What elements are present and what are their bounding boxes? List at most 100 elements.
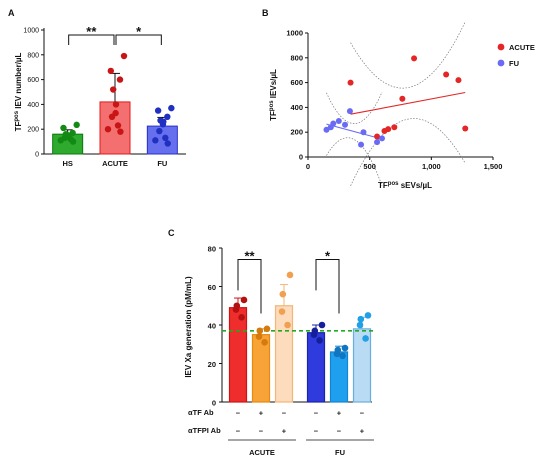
panel-c-treatment-mark: − [314,409,319,418]
panel-b-x-tick-label: 1,000 [422,162,441,171]
panel-b-data-point [342,121,348,128]
panel-b-label: B [262,8,269,18]
panel-c-treatment-mark: − [259,427,264,436]
panel-c-data-point [279,290,287,298]
panel-c-data-point [311,327,319,335]
panel-b-y-tick-label: 800 [290,53,303,62]
panel-c-data-point [256,327,264,335]
panel-a-data-point [62,130,70,138]
panel-c-data-point [334,346,342,354]
panel-c-treatment-label: αTFPI Ab [188,426,221,435]
panel-b-data-point [347,79,354,86]
panel-c-data-point [278,308,286,315]
panel-a-y-tick-label: 0 [35,152,39,159]
panel-c-data-point [261,339,268,346]
panel-a-data-point [112,109,119,117]
panel-a-data-point [154,107,162,114]
panel-c-data-point [286,271,294,279]
panel-c-significance: ** * [237,249,340,314]
panel-c-data-point [364,312,372,319]
panel-c-treatment-mark: − [337,427,342,436]
panel-b-fit-lines [326,91,466,140]
panel-c-treatment-mark: − [360,409,365,418]
panel-c-significance-label: ** [244,249,255,264]
panel-c-y-tick-label: 40 [208,322,216,331]
panel-c-bar [228,307,248,403]
panel-a-data-point [162,134,169,142]
panel-b-data-point [379,135,385,142]
panel-a-x-tick-label: HS [62,159,72,168]
panel-b-data-point [385,126,392,133]
panel-b-data-point [455,77,462,84]
panel-c-data-point [318,321,326,329]
panel-b-data-point [462,125,469,132]
panel-b-data-point [391,124,398,131]
panel-a-data-point [114,122,122,129]
panel-a-significance-bracket [68,34,115,45]
panel-b-confidence-band-upper [326,92,383,124]
panel-b-legend-label: ACUTE [509,43,535,52]
panel-c-treatment-mark: + [282,427,287,436]
panel-c-treatment-mark: − [236,409,241,418]
panel-a-label: A [8,8,15,18]
panel-a-data-point [168,104,175,112]
panel-b-data-point [399,95,406,102]
panel-c-data-point [357,315,365,323]
panel-c-points [232,271,372,360]
panel-b-data-point [346,108,353,115]
panel-a-significance-label: ** [86,24,97,39]
panel-a-y-tick-label: 600 [27,77,39,84]
panel-b-x-tick-label: 0 [306,162,310,171]
panel-a-significance-label: * [136,24,142,39]
panel-c-data-point [341,344,349,352]
panel-b-legend-marker [497,59,505,67]
panel-b-points [323,55,469,148]
panel-c-y-tick-label: 20 [208,360,216,369]
panel-c-data-point [316,337,323,344]
panel-c-data-point [255,333,263,340]
panel-c-treatment-table: αTF Ab − + − − + − αTFPI Ab − − + − − + ACUTE FU [188,408,374,457]
panel-c-significance-bracket [315,259,340,314]
panel-a-data-point [157,117,164,124]
panel-c-y-tick-label: 60 [208,283,216,292]
panel-b-y-tick-label: 200 [290,128,303,137]
panel-c-treatment-mark: + [337,409,342,418]
panel-b-data-point [411,55,418,62]
panel-c-y-tick-label: 80 [208,245,216,254]
panel-c-bar [329,351,349,403]
panel-b-data-point [358,141,365,148]
panel-a-data-point [117,128,124,135]
panel-c-significance-bracket [237,259,262,314]
panel-b-axes: 0 200 400 600 800 1000 0 500 1,000 1,500 [286,29,502,172]
panel-a-y-tick-label: 800 [27,52,39,59]
panel-b-legend: ACUTE FU [497,43,535,68]
panel-a-data-point [107,67,115,75]
panel-a-y-axis-label: TFpos lEV number/µL [14,52,23,131]
panel-b-x-axis-label: TFpos sEVs/µL [378,181,432,190]
panel-c-data-point [263,325,271,333]
panel-c-data-point [284,321,291,329]
panel-b-x-tick-label: 1,500 [484,162,503,171]
panel-b-data-point [330,120,337,127]
panel-a-y-tick-label: 400 [27,102,39,109]
panel-a-data-point [164,140,171,147]
panel-c-bars [228,284,372,403]
panel-a-x-tick-label: FU [157,159,167,168]
panel-b-fit-line [350,91,466,115]
panel-b-confidence-bands [326,21,466,186]
panel-a-significance: ** * [68,24,162,45]
panel-a-data-point [152,137,159,144]
panel-b-data-point [443,71,450,78]
panel-c-treatment-mark: + [360,427,365,436]
panel-c-bar [274,305,294,403]
panel-a-data-point [116,76,124,83]
panel-c-treatment-mark: − [236,427,241,436]
panel-b-y-tick-label: 400 [290,103,303,112]
panel-a-points [57,52,175,147]
panel-c-treatment-mark: − [314,427,319,436]
panel-b-legend-label: FU [509,59,519,68]
panel-a-data-point [120,52,128,60]
panel-c-group-label: FU [335,448,345,457]
